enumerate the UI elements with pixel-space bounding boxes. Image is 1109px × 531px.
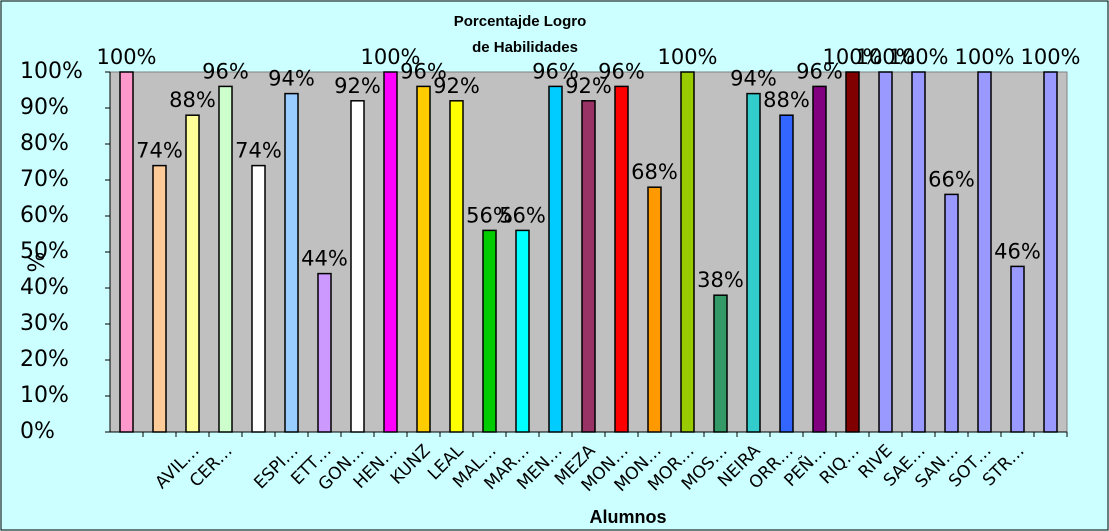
y-tick-label: 80% bbox=[20, 131, 69, 156]
y-tick-label: 10% bbox=[20, 383, 69, 408]
x-axis-label: Alumnos bbox=[589, 507, 666, 527]
bar bbox=[548, 85, 563, 433]
value-label: 100% bbox=[855, 45, 915, 69]
value-label: 38% bbox=[697, 268, 744, 292]
bar bbox=[746, 92, 761, 433]
y-tick-label: 100% bbox=[20, 59, 83, 84]
bar bbox=[647, 186, 662, 433]
bar bbox=[812, 85, 827, 433]
bar bbox=[1010, 265, 1025, 433]
bar bbox=[581, 100, 596, 433]
value-label: 92% bbox=[433, 74, 480, 98]
value-label: 100% bbox=[1020, 45, 1080, 69]
bar bbox=[779, 114, 794, 433]
value-label: 100% bbox=[822, 45, 882, 69]
value-label: 96% bbox=[202, 59, 249, 83]
value-label: 92% bbox=[334, 74, 381, 98]
bar bbox=[383, 71, 398, 433]
bar bbox=[152, 164, 167, 433]
bar bbox=[614, 85, 629, 433]
value-label: 88% bbox=[763, 88, 810, 112]
bar bbox=[185, 114, 200, 433]
y-tick-label: 50% bbox=[20, 239, 69, 264]
y-tick-label: 0% bbox=[20, 419, 55, 444]
bar bbox=[944, 193, 959, 433]
value-label: 94% bbox=[730, 67, 777, 91]
bar bbox=[284, 92, 299, 433]
value-label: 92% bbox=[565, 74, 612, 98]
bar bbox=[515, 229, 530, 433]
value-label: 56% bbox=[499, 203, 546, 227]
value-label: 44% bbox=[301, 247, 348, 271]
bar bbox=[713, 294, 728, 433]
bar bbox=[218, 85, 233, 433]
value-label: 56% bbox=[466, 203, 513, 227]
value-label: 100% bbox=[657, 45, 717, 69]
y-tick-label: 40% bbox=[20, 275, 69, 300]
value-label: 74% bbox=[235, 139, 282, 163]
y-tick-label: 20% bbox=[20, 347, 69, 372]
y-axis-label: % bbox=[25, 252, 50, 273]
y-tick-label: 70% bbox=[20, 167, 69, 192]
bar bbox=[845, 71, 860, 433]
chart-title: Porcentajde Logro bbox=[454, 13, 587, 30]
value-label: 46% bbox=[994, 239, 1041, 263]
value-label: 66% bbox=[928, 167, 975, 191]
value-label: 100% bbox=[954, 45, 1014, 69]
value-label: 74% bbox=[136, 139, 183, 163]
value-label: 100% bbox=[888, 45, 948, 69]
value-label: 68% bbox=[631, 160, 678, 184]
value-label: 94% bbox=[268, 67, 315, 91]
value-label: 96% bbox=[598, 59, 645, 83]
bar bbox=[977, 71, 992, 433]
bar bbox=[449, 100, 464, 433]
bar bbox=[350, 100, 365, 433]
bar bbox=[317, 272, 332, 433]
value-label: 88% bbox=[169, 88, 216, 112]
bar bbox=[482, 229, 497, 433]
chart-title: de Habilidades bbox=[472, 39, 578, 56]
value-label: 96% bbox=[532, 59, 579, 83]
bar bbox=[911, 71, 926, 433]
y-tick-label: 30% bbox=[20, 311, 69, 336]
bar bbox=[416, 85, 431, 433]
bar bbox=[680, 71, 695, 433]
value-label: 100% bbox=[360, 45, 420, 69]
bar bbox=[1043, 71, 1058, 433]
y-tick-label: 90% bbox=[20, 95, 69, 120]
bar bbox=[251, 164, 266, 433]
bar bbox=[878, 71, 893, 433]
value-label: 96% bbox=[400, 59, 447, 83]
value-label: 100% bbox=[96, 45, 156, 69]
bar bbox=[119, 71, 134, 433]
y-tick-label: 60% bbox=[20, 203, 69, 228]
value-label: 96% bbox=[796, 59, 843, 83]
